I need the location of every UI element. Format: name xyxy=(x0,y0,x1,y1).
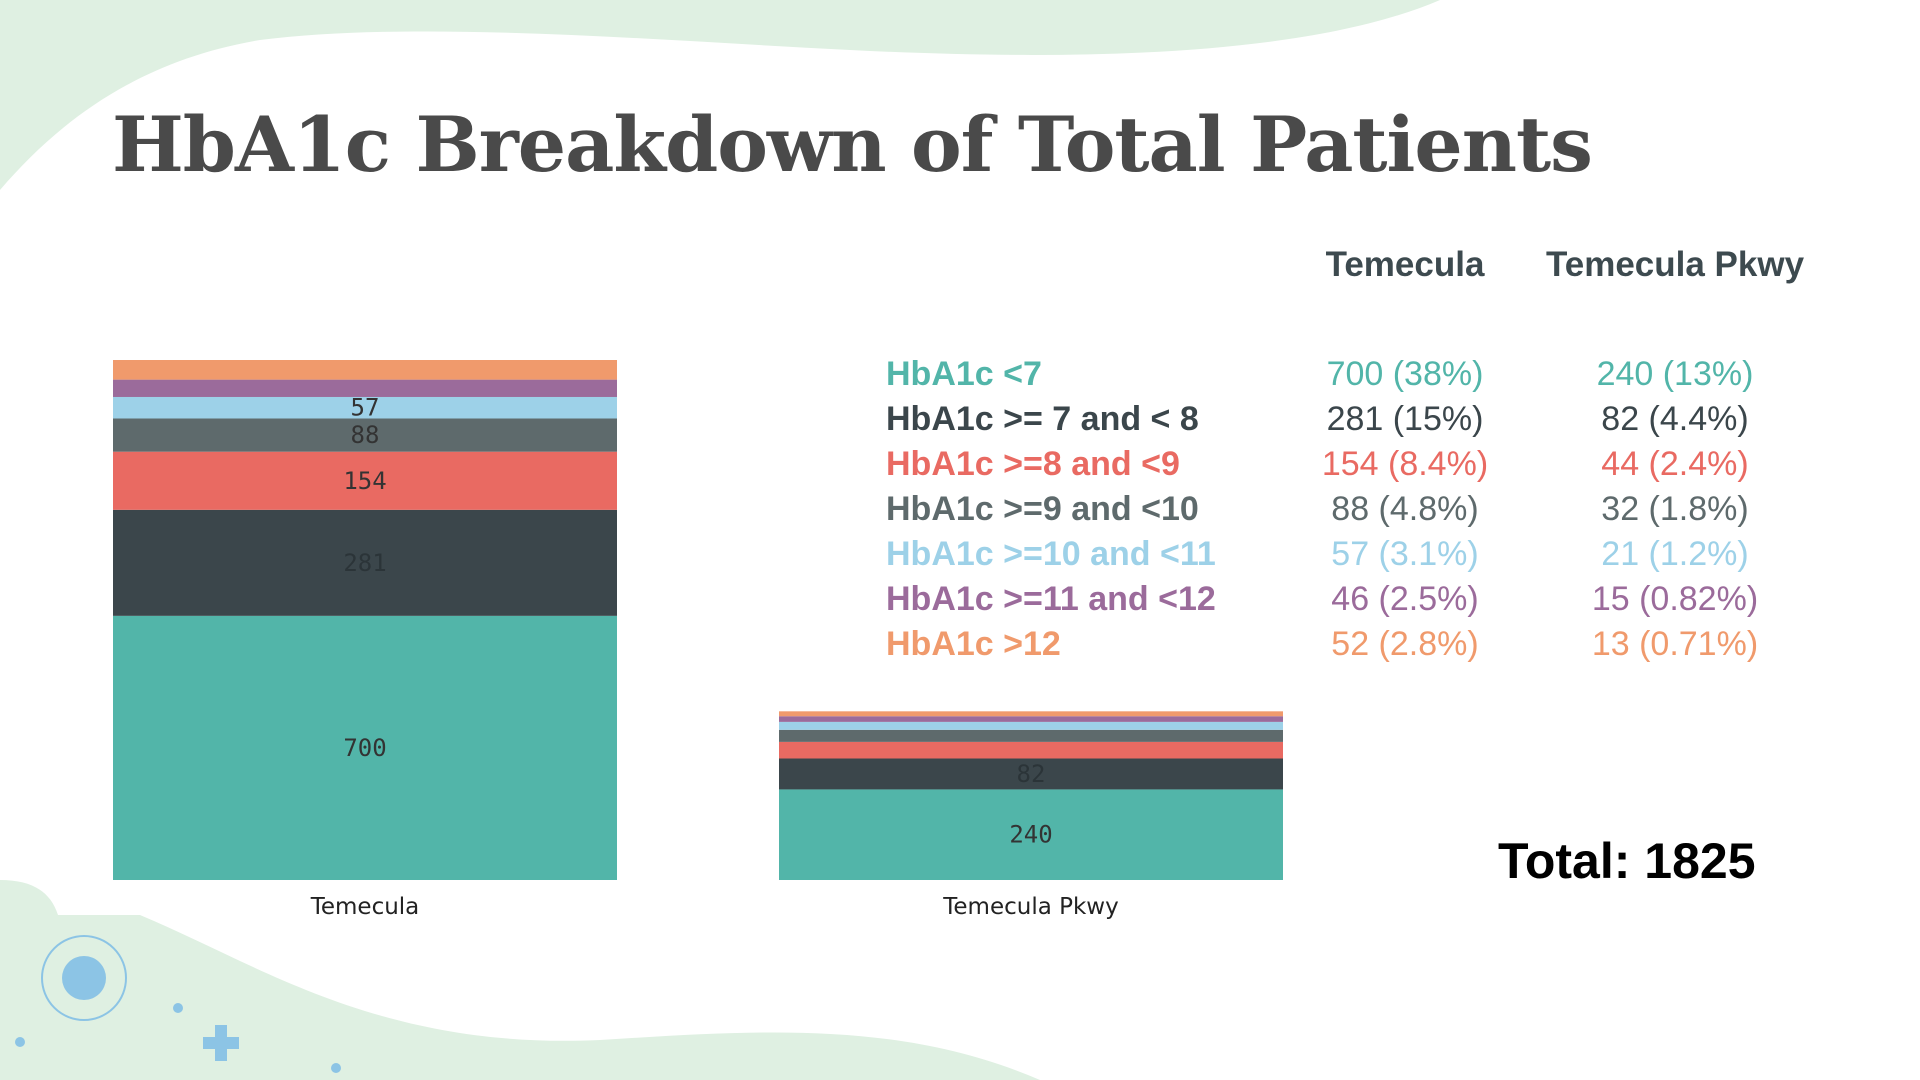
row-value-pkwy: 15 (0.82%) xyxy=(1591,580,1759,618)
bar-segment xyxy=(113,360,617,380)
bar-data-label: 82 xyxy=(1017,760,1046,788)
dot-icon xyxy=(331,1063,341,1073)
table-row: HbA1c >12 52 (2.8%) 13 (0.71%) xyxy=(0,622,1920,667)
bar-segment xyxy=(779,711,1283,717)
row-label: HbA1c >=9 and <10 xyxy=(886,490,1199,528)
bar-segment xyxy=(113,396,617,419)
bottom-wave-shape xyxy=(0,880,1040,1080)
row-label: HbA1c >=11 and <12 xyxy=(886,580,1216,618)
x-tick-label: Temecula xyxy=(310,894,420,920)
top-wave-shape xyxy=(0,0,1440,190)
target-circle-inner-icon xyxy=(62,956,106,1000)
row-value-pkwy: 240 (13%) xyxy=(1596,355,1754,393)
bar-segment xyxy=(779,729,1283,742)
bar-data-label: 240 xyxy=(1009,821,1052,849)
bar-segment xyxy=(779,741,1283,759)
table-row: HbA1c >=10 and <11 57 (3.1%) 21 (1.2%) xyxy=(0,532,1920,577)
row-value-pkwy: 44 (2.4%) xyxy=(1601,445,1749,483)
row-label: HbA1c >= 7 and < 8 xyxy=(886,400,1199,438)
dot-icon xyxy=(15,1037,25,1047)
bar-data-label: 700 xyxy=(343,734,386,762)
bar-data-label: 154 xyxy=(343,467,386,495)
row-value-pkwy: 82 (4.4%) xyxy=(1601,400,1749,438)
column-header-temecula: Temecula xyxy=(1325,245,1485,284)
table-row: HbA1c <7 700 (38%) 240 (13%) xyxy=(0,352,1920,397)
plus-icon xyxy=(203,1025,239,1061)
row-value-temecula: 57 (3.1%) xyxy=(1331,535,1479,573)
target-circle-outer-icon xyxy=(41,935,127,1021)
bar-data-label: 88 xyxy=(351,421,380,449)
row-value-temecula: 700 (38%) xyxy=(1326,355,1484,393)
bar-segment xyxy=(779,789,1283,880)
table-row: HbA1c >=11 and <12 46 (2.5%) 15 (0.82%) xyxy=(0,577,1920,622)
total-count: Total: 1825 xyxy=(1498,833,1756,889)
breakdown-table: HbA1c <7 700 (38%) 240 (13%) HbA1c >= 7 … xyxy=(0,352,1920,667)
bar-segment xyxy=(113,509,617,616)
dot-icon xyxy=(173,1003,183,1013)
row-value-pkwy: 32 (1.8%) xyxy=(1601,490,1749,528)
row-value-temecula: 154 (8.4%) xyxy=(1321,445,1489,483)
row-value-temecula: 88 (4.8%) xyxy=(1331,490,1479,528)
row-label: HbA1c >=10 and <11 xyxy=(886,535,1216,573)
bar-segment xyxy=(779,716,1283,722)
x-tick-label: Temecula Pkwy xyxy=(942,894,1118,920)
page-title: HbA1c Breakdown of Total Patients xyxy=(112,100,1593,189)
bar-data-label: 57 xyxy=(351,394,380,422)
row-value-temecula: 281 (15%) xyxy=(1326,400,1484,438)
row-value-temecula: 46 (2.5%) xyxy=(1331,580,1479,618)
bar-segment xyxy=(113,451,617,510)
table-row: HbA1c >= 7 and < 8 281 (15%) 82 (4.4%) xyxy=(0,397,1920,442)
row-label: HbA1c <7 xyxy=(886,355,1042,393)
row-value-pkwy: 13 (0.71%) xyxy=(1591,625,1759,663)
table-row: HbA1c >=8 and <9 154 (8.4%) 44 (2.4%) xyxy=(0,442,1920,487)
row-label: HbA1c >12 xyxy=(886,625,1061,663)
bar-data-label: 281 xyxy=(343,549,386,577)
bar-segment xyxy=(779,758,1283,790)
row-value-temecula: 52 (2.8%) xyxy=(1331,625,1479,663)
bar-segment xyxy=(779,721,1283,730)
bar-segment xyxy=(113,418,617,452)
row-label: HbA1c >=8 and <9 xyxy=(886,445,1180,483)
column-header-temecula-pkwy: Temecula Pkwy xyxy=(1545,245,1805,284)
table-row: HbA1c >=9 and <10 88 (4.8%) 32 (1.8%) xyxy=(0,487,1920,532)
bar-segment xyxy=(113,379,617,397)
row-value-pkwy: 21 (1.2%) xyxy=(1601,535,1749,573)
bar-segment xyxy=(113,615,617,880)
